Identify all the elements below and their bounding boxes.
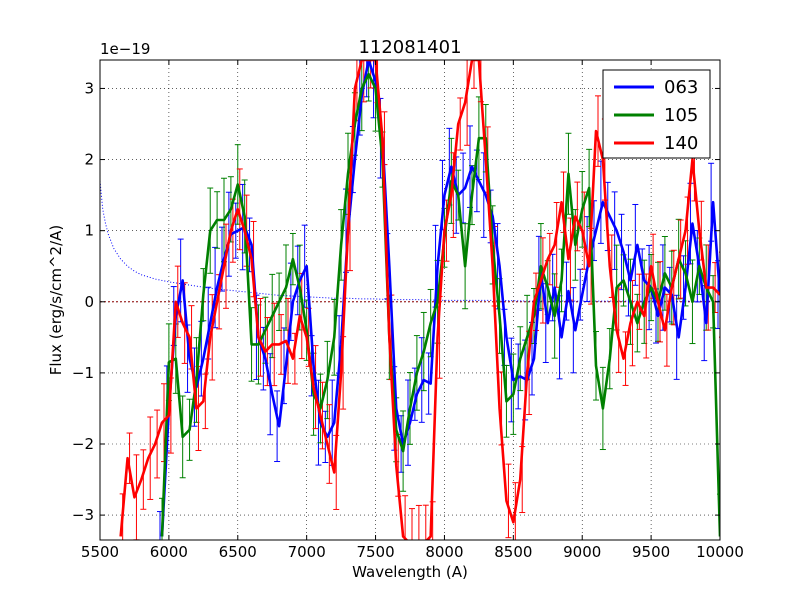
x-tick-label: 7500 — [356, 543, 394, 561]
y-tick-label: 1 — [84, 222, 94, 240]
series-line-140 — [119, 60, 720, 540]
y-offset-label: 1e−19 — [100, 40, 150, 58]
legend-label-063: 063 — [664, 77, 698, 98]
y-tick-label: 0 — [84, 293, 94, 311]
y-tick-label: −2 — [72, 435, 94, 453]
series-layer — [100, 60, 720, 540]
x-tick-label: 10000 — [696, 543, 744, 561]
x-tick-label: 8000 — [425, 543, 463, 561]
x-tick-label: 6000 — [150, 543, 188, 561]
plot-frame — [99, 59, 721, 541]
x-tick-label: 5500 — [81, 543, 119, 561]
y-axis-label: Flux (erg/s/cm^2/A) — [47, 225, 65, 376]
x-tick-label: 6500 — [219, 543, 257, 561]
legend-label-140: 140 — [664, 133, 698, 154]
legend-label-105: 105 — [664, 105, 698, 126]
y-tick-label: 2 — [84, 151, 94, 169]
x-axis-label: Wavelength (A) — [352, 563, 468, 581]
x-tick-label: 7000 — [288, 543, 326, 561]
y-tick-label: 3 — [84, 79, 94, 97]
legend: 063 105 140 — [602, 69, 711, 159]
y-tick-label: −1 — [72, 364, 94, 382]
y-tick-label: −3 — [72, 506, 94, 524]
x-tick-label: 8500 — [494, 543, 532, 561]
chart-title: 112081401 — [358, 37, 461, 58]
ticks: 5500 6000 6500 7000 7500 8000 8500 9000 9500 1000… — [72, 60, 744, 561]
x-tick-label: 9000 — [563, 543, 601, 561]
x-tick-label: 9500 — [632, 543, 670, 561]
